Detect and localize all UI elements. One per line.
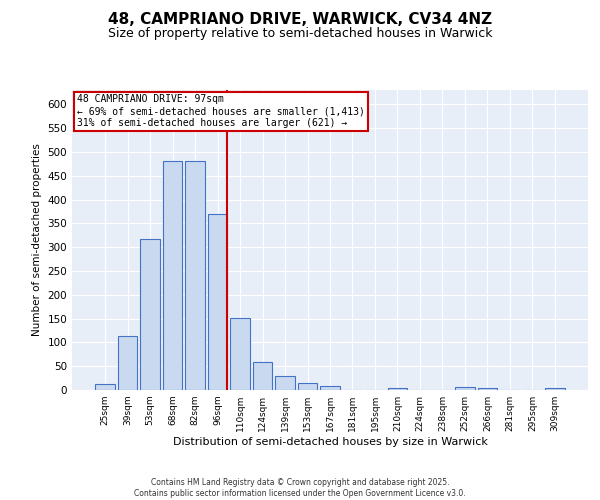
Bar	[455, 387, 475, 390]
Text: 48, CAMPRIANO DRIVE, WARWICK, CV34 4NZ: 48, CAMPRIANO DRIVE, WARWICK, CV34 4NZ	[108, 12, 492, 28]
Y-axis label: Number of semi-detached properties: Number of semi-detached properties	[32, 144, 42, 336]
Bar	[478, 388, 497, 390]
Bar	[388, 388, 407, 390]
Text: 48 CAMPRIANO DRIVE: 97sqm
← 69% of semi-detached houses are smaller (1,413)
31% : 48 CAMPRIANO DRIVE: 97sqm ← 69% of semi-…	[77, 94, 365, 128]
Bar	[253, 362, 272, 390]
Bar	[230, 318, 250, 390]
Bar	[320, 386, 340, 390]
Bar	[118, 336, 137, 390]
X-axis label: Distribution of semi-detached houses by size in Warwick: Distribution of semi-detached houses by …	[173, 437, 487, 447]
Bar	[140, 239, 160, 390]
Bar	[163, 162, 182, 390]
Text: Contains HM Land Registry data © Crown copyright and database right 2025.
Contai: Contains HM Land Registry data © Crown c…	[134, 478, 466, 498]
Text: Size of property relative to semi-detached houses in Warwick: Size of property relative to semi-detach…	[108, 28, 492, 40]
Bar	[208, 214, 227, 390]
Bar	[275, 376, 295, 390]
Bar	[545, 388, 565, 390]
Bar	[185, 162, 205, 390]
Bar	[95, 384, 115, 390]
Bar	[298, 383, 317, 390]
